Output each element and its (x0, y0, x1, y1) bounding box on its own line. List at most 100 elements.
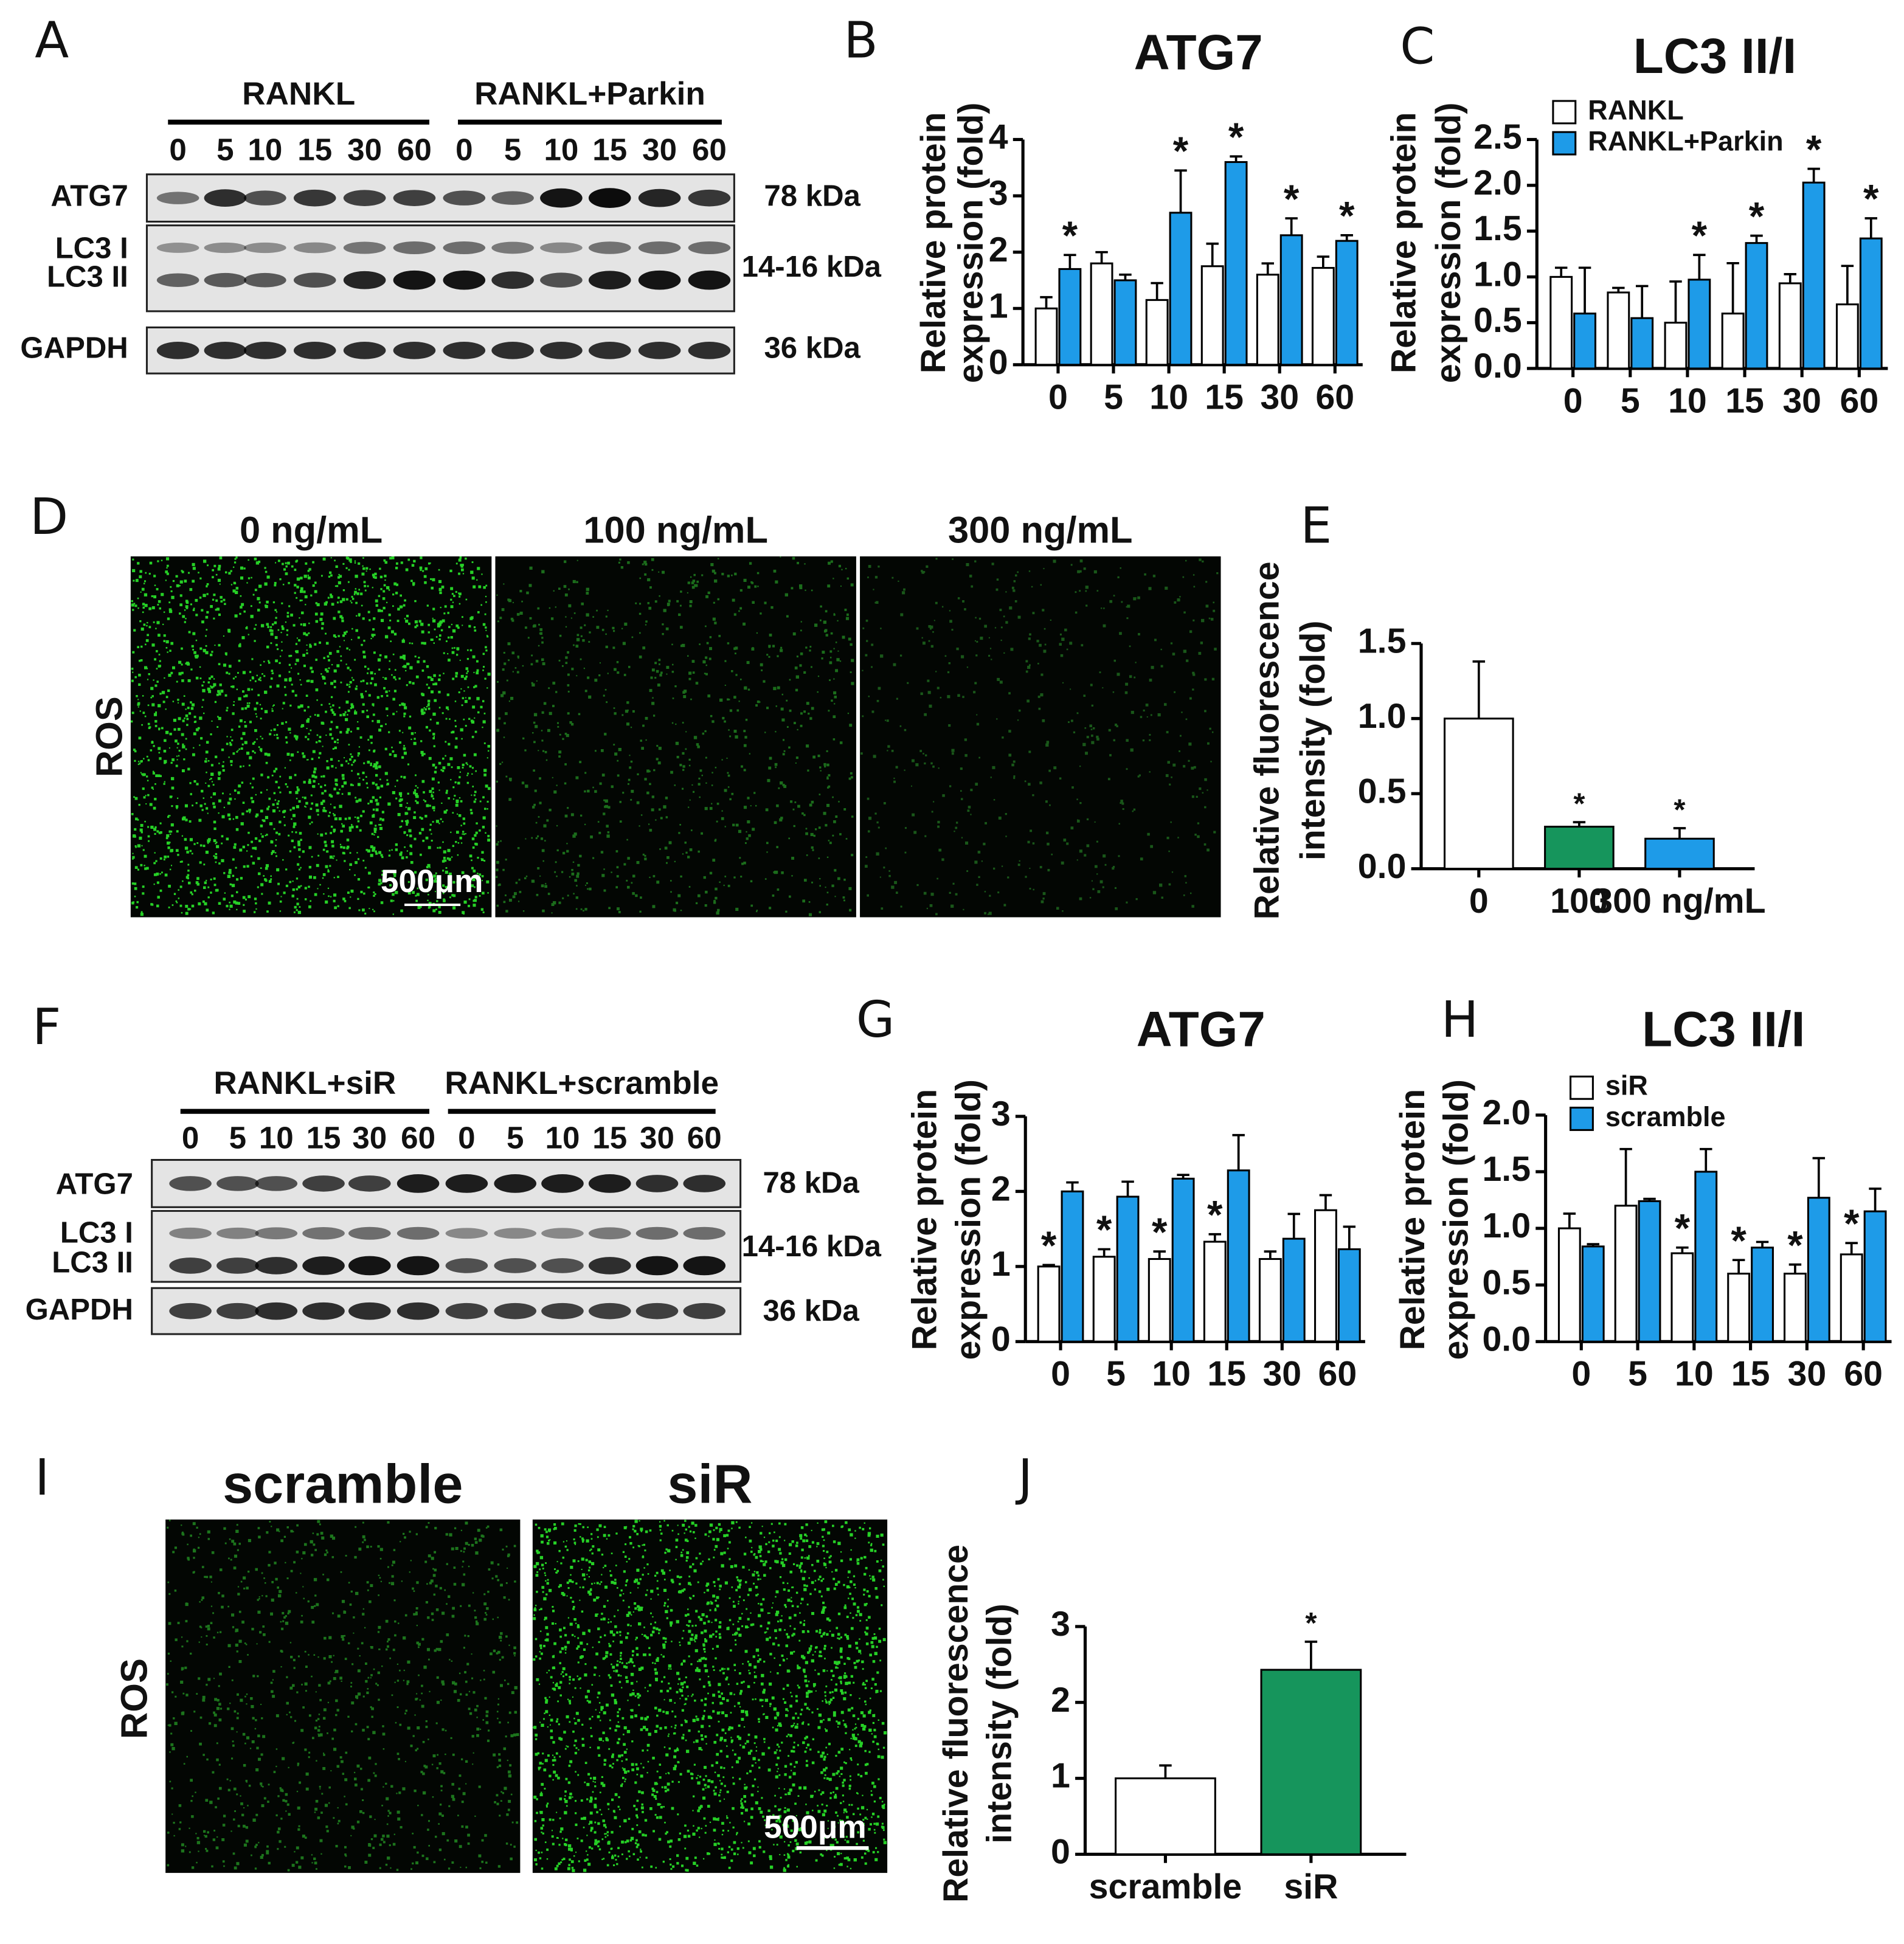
y-axis-label: Relative protein (1393, 1089, 1432, 1351)
blot-band (393, 270, 436, 290)
x-tick-label: 10 (1675, 1355, 1714, 1394)
bar (1169, 212, 1193, 366)
blot-band (302, 1302, 345, 1320)
bar (1807, 1197, 1830, 1343)
y-axis-label: Relative fluorescence (936, 1544, 975, 1903)
y-tick-label: 0 (991, 1320, 1011, 1358)
bar (1557, 1227, 1581, 1343)
band-size: 78 kDa (764, 180, 860, 213)
error-bar (1264, 1250, 1277, 1259)
error-bar (1788, 1263, 1802, 1274)
blot-band (588, 241, 631, 254)
blot-band (445, 1228, 488, 1239)
blot-band (396, 1226, 440, 1240)
blot-band (443, 270, 486, 290)
blot-band (156, 341, 199, 359)
bar (1638, 1200, 1661, 1343)
blot-band (396, 1302, 440, 1320)
bar (1581, 1245, 1605, 1343)
x-tick-label: 15 (1207, 1355, 1246, 1394)
chart-title: LC3 II/I (1633, 29, 1796, 84)
bar (1224, 161, 1248, 366)
blot-band (638, 241, 681, 255)
chart-title: ATG7 (1137, 1001, 1265, 1057)
row-label: ROS (113, 1658, 155, 1739)
error-bar (1587, 1243, 1599, 1247)
bar (1061, 1190, 1084, 1343)
lane-label: 30 (347, 132, 382, 167)
blot-band (443, 241, 486, 255)
blot-band (169, 1302, 212, 1320)
lane-label: 10 (544, 132, 578, 167)
x-tick-label: 5 (1621, 381, 1640, 420)
bar (1200, 265, 1224, 366)
significance: * (1096, 1208, 1112, 1252)
y-tick-label: 4 (989, 118, 1008, 157)
legend-label: siR (1605, 1070, 1648, 1101)
blot-band (588, 1174, 631, 1193)
fluorescence-dots (130, 556, 491, 916)
lane-label: 10 (259, 1120, 294, 1155)
y-tick-label: 2.5 (1473, 118, 1522, 157)
significance: * (1062, 213, 1078, 258)
micrograph-title: scramble (223, 1454, 463, 1515)
bar (1227, 1169, 1250, 1343)
micrograph (495, 556, 856, 918)
blot-band (683, 1256, 726, 1276)
error-bar (1285, 217, 1298, 235)
bar (1311, 267, 1335, 366)
micrograph (130, 556, 492, 918)
error-bar (1578, 266, 1591, 314)
micrograph-title: siR (667, 1454, 752, 1515)
lane-label: 5 (504, 132, 521, 167)
blot-strip (145, 224, 735, 313)
error-bar (1343, 1225, 1356, 1250)
blot-band (588, 341, 631, 359)
bar (1802, 181, 1826, 370)
bar (1784, 1273, 1807, 1343)
x-tick-label: 0 (1563, 381, 1583, 420)
blot-band (396, 1174, 440, 1193)
bar (1721, 313, 1745, 370)
x-tick-label: 30 (1788, 1355, 1827, 1394)
lane-label: 30 (642, 132, 677, 167)
y-tick-label: 0.0 (1358, 847, 1407, 886)
lane-label: 0 (455, 132, 473, 167)
error-bar (1563, 1212, 1576, 1229)
bar (1116, 1195, 1140, 1343)
lane-label: 5 (216, 132, 234, 167)
bar (1863, 1210, 1887, 1343)
lane-label: 60 (401, 1120, 435, 1155)
y-tick-label: 2 (1051, 1681, 1070, 1720)
y-tick-label: 0 (989, 343, 1008, 382)
y-tick-label: 3 (989, 174, 1008, 213)
blot-band (216, 1227, 259, 1239)
error-bar (1673, 827, 1686, 839)
x-tick-label: 15 (1731, 1355, 1770, 1394)
blot-band (343, 190, 386, 206)
bar (1282, 1237, 1306, 1343)
x-tick-label: 100 (1550, 882, 1608, 921)
blot-band (683, 1175, 726, 1192)
bar (1778, 282, 1802, 370)
y-tick-label: 2 (989, 230, 1008, 269)
error-bar (1472, 660, 1486, 719)
x-tick-label: 10 (1152, 1355, 1191, 1394)
y-tick-label: 3 (991, 1095, 1011, 1133)
error-bar (1174, 169, 1187, 213)
bar (1260, 1669, 1362, 1855)
bar (1607, 291, 1630, 370)
blot-band (216, 1176, 259, 1191)
significance: * (1339, 194, 1355, 238)
blot-band (255, 1302, 298, 1320)
y-tick-label: 1 (1051, 1757, 1070, 1796)
y-tick-label: 1.0 (1473, 255, 1522, 294)
error-bar (1869, 1188, 1881, 1212)
bar (1694, 1171, 1718, 1343)
bar (1614, 1205, 1638, 1343)
x-tick-label: 15 (1205, 378, 1244, 417)
blot-band (540, 341, 583, 359)
blot-band (588, 271, 631, 290)
x-tick-label: 10 (1668, 381, 1707, 420)
